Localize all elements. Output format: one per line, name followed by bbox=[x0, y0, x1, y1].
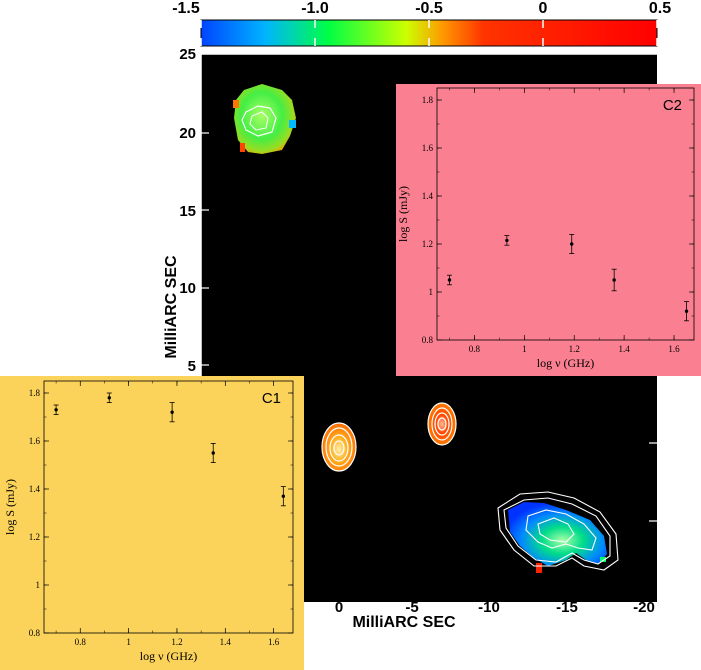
inset-component-tag: C1 bbox=[262, 390, 281, 407]
colorbar: -1.5 -1.0 -0.5 0 0.5 bbox=[172, 0, 671, 47]
colorbar-tick-marks bbox=[200, 20, 658, 46]
colorbar-tick-label: -1.0 bbox=[301, 0, 329, 17]
data-point bbox=[684, 309, 689, 313]
inset-y-axis-label: log S (mJy) bbox=[396, 186, 410, 242]
map-y-tick-label: 15 bbox=[179, 203, 196, 220]
inset-background bbox=[396, 84, 701, 376]
inset-y-tick-label: 1 bbox=[36, 580, 41, 590]
inset-x-axis-label: log ν (GHz) bbox=[140, 649, 197, 663]
component-c1 bbox=[321, 422, 357, 472]
inset-y-tick-label: 1.4 bbox=[422, 191, 434, 201]
map-y-axis-label: MilliARC SEC bbox=[163, 255, 180, 359]
inset-y-tick-label: 1.4 bbox=[29, 484, 41, 494]
inset-x-tick-label: 0.8 bbox=[75, 637, 87, 647]
north-blob bbox=[233, 84, 296, 154]
inset-y-tick-label: 1 bbox=[429, 287, 434, 297]
data-point bbox=[54, 408, 58, 412]
map-y-tick-label: 5 bbox=[188, 358, 196, 375]
inset-c1-spectrum: 0.8 1 1.2 1.4 1.6 0.8 1 1.2 1.4 1.6 1.8 log ν (GHz)… bbox=[0, 376, 304, 670]
data-point bbox=[170, 410, 174, 414]
inset-x-tick-label: 1 bbox=[126, 637, 131, 647]
inset-x-tick-label: 1.2 bbox=[569, 344, 580, 354]
data-point bbox=[211, 451, 215, 455]
inset-y-axis-label: log S (mJy) bbox=[3, 479, 17, 535]
inset-y-tick-label: 1.2 bbox=[422, 239, 433, 249]
inset-x-tick-label: 0.8 bbox=[469, 344, 481, 354]
data-point bbox=[505, 238, 509, 243]
inset-frame bbox=[436, 87, 695, 341]
inset-x-tick-label: 1 bbox=[522, 344, 527, 354]
map-x-tick-label: -5 bbox=[405, 599, 418, 616]
inset-x-axis-label: log ν (GHz) bbox=[537, 356, 594, 370]
map-x-tick-label: 0 bbox=[335, 599, 343, 616]
inset-frame bbox=[43, 380, 294, 634]
data-point bbox=[570, 242, 574, 246]
inset-x-tick-label: 1.2 bbox=[171, 637, 182, 647]
inset-x-tick-label: 1.4 bbox=[220, 637, 232, 647]
colorbar-tick-label: -0.5 bbox=[415, 0, 443, 17]
map-x-tick-label: -15 bbox=[556, 599, 578, 616]
map-left-ticks bbox=[201, 132, 209, 366]
inset-y-tick-label: 1.8 bbox=[29, 388, 41, 398]
inset-y-tick-label: 1.2 bbox=[29, 532, 40, 542]
data-point bbox=[281, 494, 286, 498]
map-x-tick-label: -20 bbox=[633, 599, 655, 616]
inset-x-tick-label: 1.6 bbox=[668, 344, 680, 354]
inset-x-tick-label: 1.4 bbox=[619, 344, 631, 354]
colorbar-tick-label: -1.5 bbox=[172, 0, 200, 17]
map-y-tick-label: 25 bbox=[179, 46, 196, 63]
data-point bbox=[107, 396, 111, 400]
data-point bbox=[447, 278, 452, 282]
component-c2 bbox=[427, 402, 457, 446]
map-x-tick-label: -10 bbox=[478, 599, 500, 616]
inset-component-tag: C2 bbox=[663, 97, 682, 114]
inset-y-tick-label: 1.6 bbox=[29, 436, 41, 446]
inset-c2-spectrum: 0.8 1 1.2 1.4 1.6 0.8 1 1.2 1.4 1.6 1.8 log ν (GHz)… bbox=[396, 84, 701, 376]
colorbar-tick-label: 0.5 bbox=[649, 0, 671, 17]
data-point bbox=[612, 278, 616, 282]
inset-background bbox=[0, 376, 304, 670]
inset-y-tick-label: 0.8 bbox=[29, 628, 41, 638]
inset-x-tick-label: 1.6 bbox=[268, 637, 280, 647]
colorbar-tick-label: 0 bbox=[539, 0, 548, 17]
map-x-axis-label: MilliARC SEC bbox=[352, 614, 456, 631]
inset-y-tick-label: 1.6 bbox=[422, 143, 434, 153]
map-y-tick-label: 10 bbox=[179, 280, 196, 297]
inset-y-tick-label: 0.8 bbox=[422, 335, 434, 345]
extended-component bbox=[497, 491, 619, 573]
inset-y-tick-label: 1.8 bbox=[422, 95, 434, 105]
map-y-tick-label: 20 bbox=[179, 125, 196, 142]
